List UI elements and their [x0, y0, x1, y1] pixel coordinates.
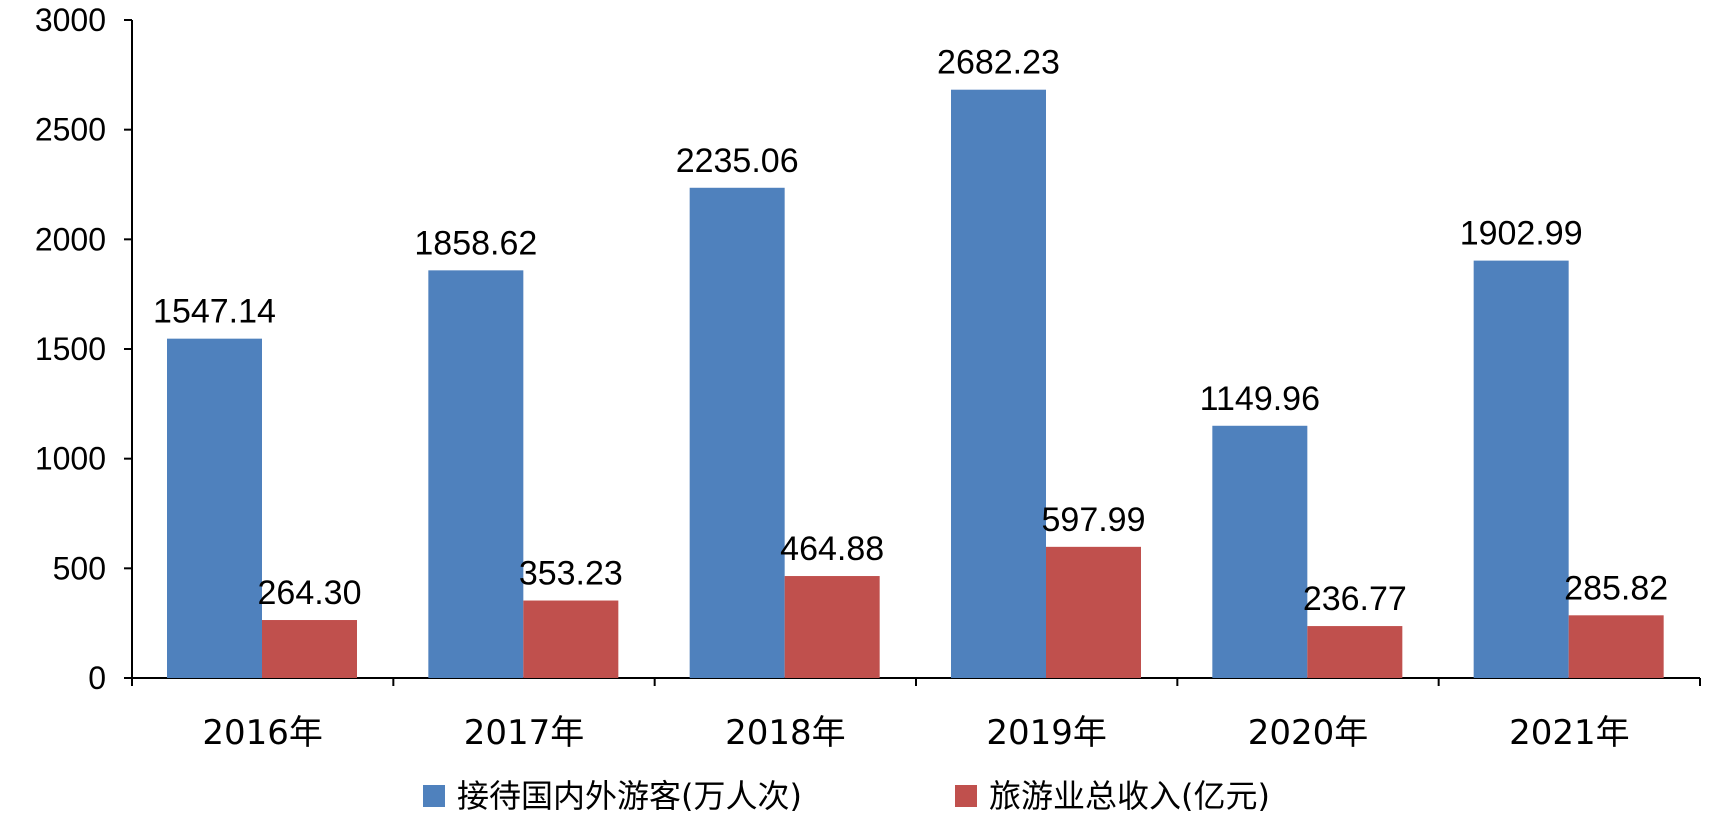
legend-label: 旅游业总收入(亿元): [989, 777, 1270, 815]
data-label: 1149.96: [1200, 380, 1320, 418]
data-label: 1858.62: [414, 224, 537, 262]
data-label: 2235.06: [676, 142, 799, 180]
data-label: 353.23: [519, 555, 623, 593]
bar-revenue: [262, 620, 357, 678]
data-label: 464.88: [780, 530, 884, 568]
data-label: 236.77: [1303, 580, 1407, 618]
legend-swatch: [423, 785, 445, 807]
legend-swatch: [955, 785, 977, 807]
y-tick-label: 3000: [35, 2, 106, 38]
y-tick-label: 2000: [35, 221, 106, 257]
legend: 接待国内外游客(万人次) 旅游业总收入(亿元): [423, 777, 1270, 815]
bar-revenue: [523, 600, 619, 678]
bar-revenue: [784, 576, 880, 678]
bar-visitors: [428, 270, 524, 678]
bar-visitors: [1473, 260, 1569, 678]
data-label: 2682.23: [937, 44, 1060, 82]
bar-visitors: [689, 187, 785, 678]
data-label: 1547.14: [153, 293, 276, 331]
legend-label: 接待国内外游客(万人次): [457, 777, 802, 815]
bar-revenue: [1046, 546, 1141, 678]
bars: [167, 89, 1664, 678]
y-tick-label: 500: [53, 550, 106, 586]
bar-visitors: [167, 338, 262, 678]
x-tick-label: 2019年: [986, 713, 1107, 753]
data-label: 597.99: [1042, 501, 1146, 539]
x-tick-label: 2020年: [1248, 713, 1369, 753]
x-tick-label: 2018年: [725, 713, 846, 753]
data-label: 285.82: [1564, 569, 1668, 607]
x-tick-label: 2016年: [202, 713, 323, 753]
y-axis: 0 500 1000 1500 2000 2500 3000: [35, 2, 133, 696]
bar-revenue: [1307, 626, 1403, 678]
x-tick-label: 2021年: [1509, 713, 1630, 753]
x-tick-label: 2017年: [464, 713, 585, 753]
bar-visitors: [951, 89, 1046, 678]
y-tick-label: 0: [88, 660, 106, 696]
x-axis: 2016年 2017年 2018年 2019年 2020年 2021年: [131, 677, 1701, 753]
bar-revenue: [1568, 615, 1664, 678]
data-labels: 1547.14 1858.62 2235.06 2682.23 1149.96 1902.…: [153, 44, 1668, 618]
y-tick-label: 1500: [35, 331, 106, 367]
y-tick-label: 1000: [35, 441, 106, 477]
bar-visitors: [1212, 425, 1308, 678]
y-tick-label: 2500: [35, 112, 106, 148]
data-label: 1902.99: [1460, 215, 1583, 253]
data-label: 264.30: [258, 574, 362, 612]
